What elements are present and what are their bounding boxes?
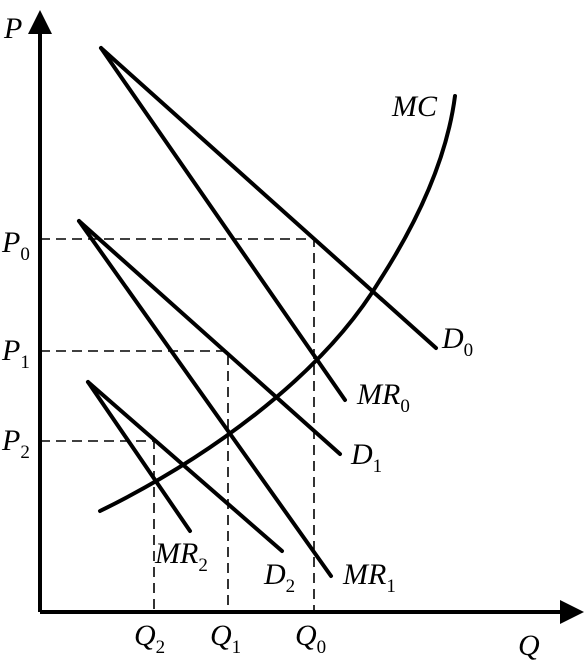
mr2-label: MR2 — [154, 537, 208, 576]
mr1-curve — [77, 219, 333, 578]
d1-curve — [77, 219, 342, 456]
p0-label: P0 — [1, 226, 30, 265]
p1-q1-guide — [40, 350, 229, 612]
p1-label: P1 — [1, 334, 30, 373]
d2-label: D2 — [263, 558, 295, 597]
d2-curve — [86, 380, 284, 553]
x-axis-label: Q — [518, 629, 540, 660]
mr2-curve — [86, 380, 192, 533]
p2-label: P2 — [1, 424, 30, 463]
d0-label: D0 — [441, 322, 473, 361]
q1-label: Q1 — [210, 619, 241, 658]
q0-label: Q0 — [295, 619, 326, 658]
y-axis-label: P — [3, 12, 22, 45]
mr1-label: MR1 — [342, 558, 396, 597]
d1-label: D1 — [350, 438, 382, 477]
mr0-curve — [99, 46, 347, 402]
mc-curve — [98, 94, 457, 513]
mr0-label: MR0 — [356, 378, 410, 417]
mc-label: MC — [391, 90, 438, 123]
q2-label: Q2 — [134, 619, 165, 658]
p2-q2-guide — [40, 440, 155, 612]
d0-curve — [99, 46, 438, 350]
